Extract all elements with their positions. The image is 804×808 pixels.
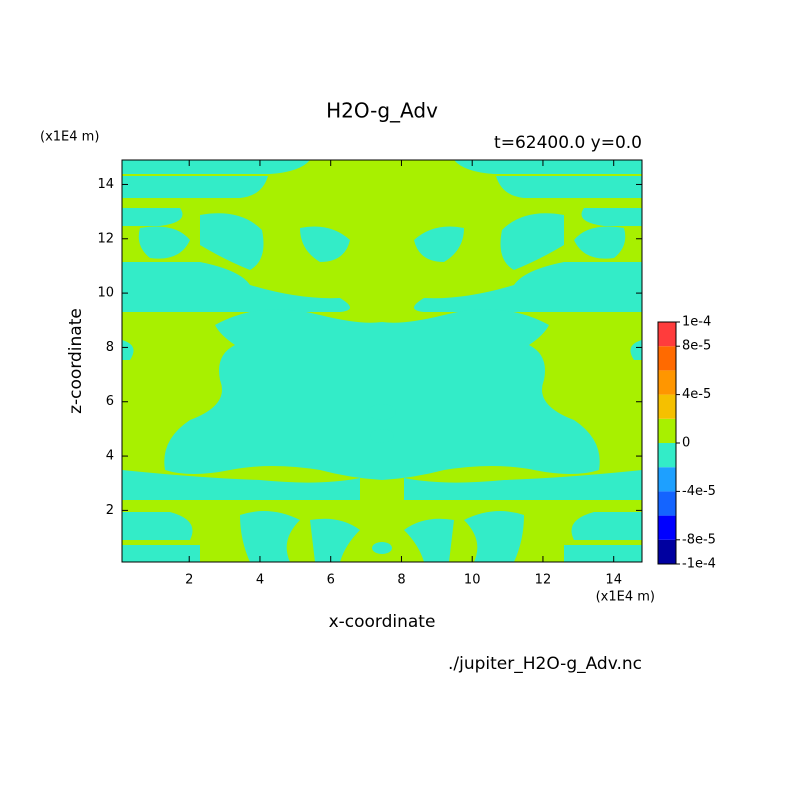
x-tick-label: 14 — [605, 573, 622, 588]
colorbar-label: -8e-5 — [682, 532, 716, 547]
x-tick-label: 2 — [185, 573, 193, 588]
plot-frame — [121, 159, 643, 563]
colorbar-cell — [658, 418, 676, 443]
contour-region — [368, 404, 396, 554]
colorbar-cell — [658, 394, 676, 419]
colorbar-label: 0 — [682, 436, 690, 451]
y-tick-label: 10 — [97, 286, 114, 301]
colorbar-label: 1e-4 — [682, 315, 711, 330]
colorbar-label: -1e-4 — [682, 557, 716, 572]
colorbar-cell — [658, 322, 676, 347]
colorbar-cell — [658, 443, 676, 468]
y-tick-label: 4 — [106, 449, 114, 464]
x-tick-label: 6 — [327, 573, 335, 588]
x-tick-label: 10 — [464, 573, 481, 588]
y-tick-label: 6 — [106, 394, 114, 409]
colorbar-cell — [658, 346, 676, 371]
y-axis-label: z-coordinate — [66, 308, 86, 414]
colorbar-label: -4e-5 — [682, 484, 716, 499]
y-unit: (x1E4 m) — [40, 130, 99, 145]
y-tick-label: 2 — [106, 503, 114, 518]
colorbar-cell — [658, 491, 676, 516]
colorbar-cell — [658, 370, 676, 395]
x-unit: (x1E4 m) — [596, 590, 655, 605]
chart-subtitle: t=62400.0 y=0.0 — [494, 133, 642, 153]
y-tick-label: 14 — [97, 177, 114, 192]
x-axis-label: x-coordinate — [329, 612, 436, 632]
source-file: ./jupiter_H2O-g_Adv.nc — [448, 654, 642, 674]
colorbar-cell — [658, 467, 676, 492]
chart-title: H2O-g_Adv — [326, 99, 438, 123]
x-tick-label: 12 — [535, 573, 552, 588]
colorbar-cell — [658, 539, 676, 564]
y-tick-label: 8 — [106, 340, 114, 355]
colorbar-label: 8e-5 — [682, 339, 711, 354]
colorbar-label: 4e-5 — [682, 387, 711, 402]
y-tick-label: 12 — [97, 231, 114, 246]
x-tick-label: 8 — [397, 573, 405, 588]
colorbar-cell — [658, 515, 676, 540]
x-tick-label: 4 — [256, 573, 264, 588]
